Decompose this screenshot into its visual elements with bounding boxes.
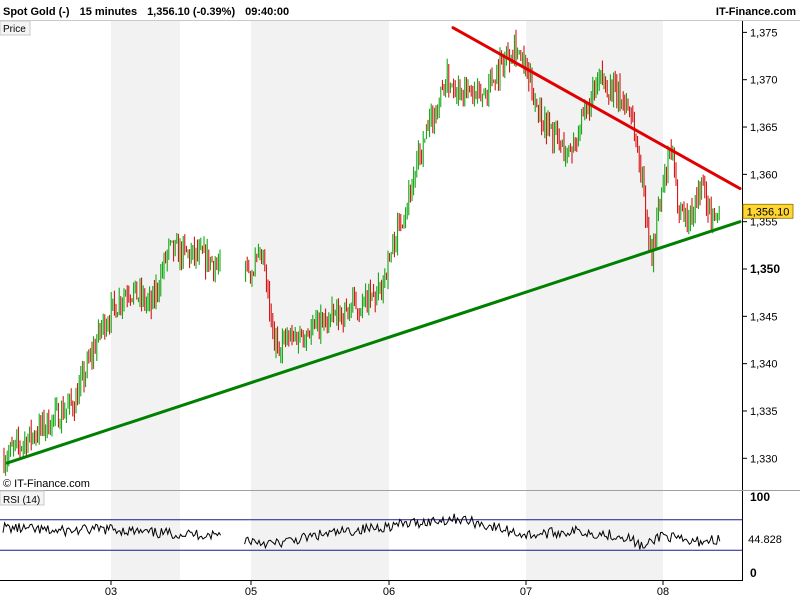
rsi-axis: 0 100 [750, 490, 770, 580]
last-price-tag: 1,356.10 [742, 203, 794, 219]
price-label-box [0, 20, 31, 36]
candles-layer [3, 29, 720, 476]
quote: 1,356.10 (-0.39%) [147, 6, 235, 18]
price-axis: 1,330 1,335 1,340 1,345 1,350 1,355 1,360 1,365… [742, 27, 780, 465]
price-tick-label: 1,330 [750, 453, 778, 465]
x-tick-label: 06 [383, 586, 395, 598]
price-tick-label: 1,335 [750, 406, 778, 418]
instrument-name: Spot Gold (-) [3, 6, 70, 18]
rsi-last-value: 44.828 [748, 534, 782, 546]
x-tick-label: 08 [657, 586, 669, 598]
resistance-trendline [451, 26, 742, 191]
timeframe: 15 minutes [80, 6, 137, 18]
day-band [526, 21, 663, 580]
day-band [111, 21, 180, 580]
timestamp: 09:40:00 [245, 6, 289, 18]
last-price-tag-box [742, 203, 794, 219]
support-trendline [5, 220, 742, 465]
price-tick-label: 1,365 [750, 122, 778, 134]
price-tick-label: 1,350 [750, 262, 780, 276]
watermark: © IT-Finance.com [3, 478, 90, 490]
price-tick-label: 1,345 [750, 311, 778, 323]
price-tick-label: 1,360 [750, 169, 778, 181]
x-axis: 03 05 06 07 08 [105, 580, 669, 598]
price-tick-label: 1,340 [750, 359, 778, 371]
header-bar [0, 0, 800, 20]
x-tick-label: 05 [245, 586, 257, 598]
price-tick-label: 1,355 [750, 217, 778, 229]
brand-name: IT-Finance.com [716, 6, 796, 18]
x-tick-label: 07 [520, 586, 532, 598]
x-tick-label: 03 [105, 586, 117, 598]
last-price-value: 1,356.10 [747, 206, 790, 218]
price-tick-label: 1,375 [750, 27, 778, 39]
rsi-tick-label: 0 [750, 566, 757, 580]
rsi-panel-label: RSI (14) [3, 495, 40, 506]
header-info: Spot Gold (-) 15 minutes 1,356.10 (-0.39%)… [3, 6, 289, 18]
day-bands [111, 21, 663, 580]
price-tick-label: 1,370 [750, 75, 778, 87]
rsi-value-box [744, 531, 786, 546]
rsi-line [2, 513, 721, 550]
rsi-tick-label: 100 [750, 490, 770, 504]
rsi-label-box [0, 490, 45, 506]
price-panel-label: Price [3, 24, 26, 35]
